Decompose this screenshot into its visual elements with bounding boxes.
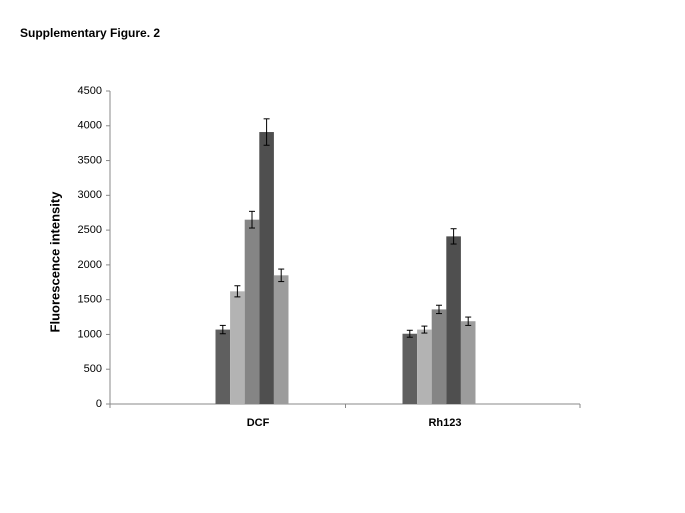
y-tick-label: 1000 [78, 328, 102, 340]
error-bar [465, 316, 472, 326]
bar [230, 291, 245, 404]
y-tick-label: 0 [96, 398, 102, 410]
bar [215, 329, 231, 404]
bar [446, 236, 461, 404]
bar [273, 275, 289, 404]
y-tick-label: 1500 [78, 294, 102, 306]
bar [417, 329, 432, 404]
y-tick-label: 4000 [78, 120, 102, 132]
bar [244, 219, 260, 404]
y-tick-label: 2000 [78, 259, 102, 271]
y-tick-label: 3500 [78, 154, 102, 166]
bar [431, 309, 447, 404]
y-tick-label: 3000 [78, 189, 102, 201]
chart-title: Supplementary Figure. 2 [20, 26, 160, 40]
error-bar [450, 228, 457, 245]
error-bar [436, 304, 442, 315]
error-bar [234, 285, 241, 298]
error-bar [263, 118, 270, 146]
error-bar [249, 210, 255, 229]
error-bar [421, 325, 428, 334]
y-axis-label: Fluorescence intensity [47, 191, 62, 333]
y-tick-label: 2500 [78, 224, 102, 236]
y-tick-label: 500 [84, 363, 102, 375]
error-bar [406, 329, 413, 338]
error-bar [219, 324, 226, 335]
x-tick-label: DCF [247, 417, 270, 429]
bar [402, 333, 418, 404]
error-bar [278, 268, 285, 283]
y-tick-label: 4500 [78, 85, 102, 97]
x-tick-label: Rh123 [428, 417, 461, 429]
bar [259, 132, 274, 404]
bar [460, 321, 476, 404]
